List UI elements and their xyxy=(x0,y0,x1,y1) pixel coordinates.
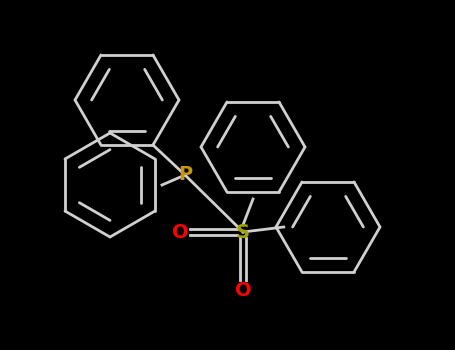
Text: P: P xyxy=(178,166,192,184)
Text: O: O xyxy=(235,280,251,300)
Text: O: O xyxy=(172,223,188,241)
Text: S: S xyxy=(236,223,250,241)
